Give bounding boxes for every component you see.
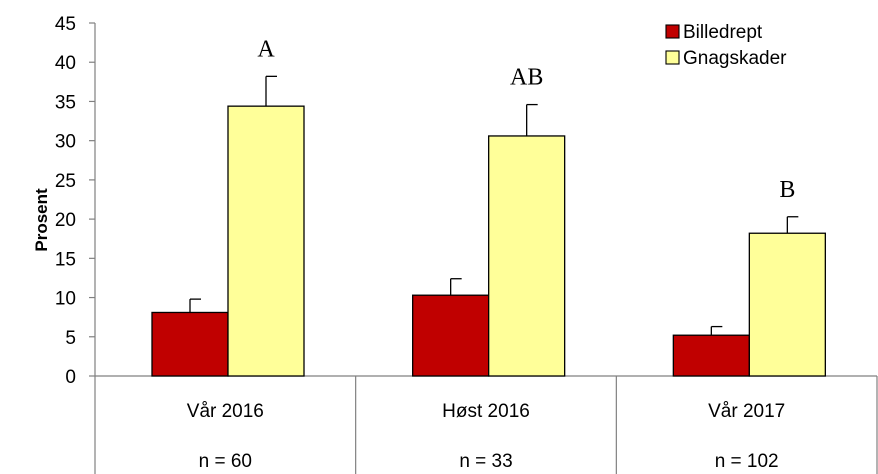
y-tick-label: 20	[55, 210, 76, 231]
sample-size-label: n = 102	[715, 451, 779, 472]
y-axis-label: Prosent	[32, 188, 51, 252]
sample-size-label: n = 33	[459, 451, 512, 472]
bar-gnagskader	[749, 233, 825, 376]
bar-gnagskader	[489, 136, 565, 376]
sample-size-label: n = 60	[199, 451, 252, 472]
y-tick-label: 5	[65, 328, 76, 349]
significance-letter: AB	[510, 65, 543, 91]
category-label: Høst 2016	[442, 401, 530, 422]
bar-billedrept	[673, 335, 749, 376]
bar-gnagskader	[228, 106, 304, 376]
bars	[152, 76, 825, 376]
legend-label: Billedrept	[683, 22, 763, 43]
category-label: Vår 2017	[708, 401, 785, 422]
y-tick-label: 35	[55, 92, 76, 113]
significance-letter: A	[257, 36, 275, 62]
legend-swatch	[666, 25, 679, 38]
category-labels: Vår 2016 n = 60 Høst 2016 n = 33 Vår 2017 n =…	[187, 401, 785, 472]
legend-label: Gnagskader	[683, 48, 787, 69]
y-tick-label: 15	[55, 249, 76, 270]
y-tick-label: 0	[65, 367, 76, 388]
category-label: Vår 2016	[187, 401, 264, 422]
significance-letter: B	[779, 177, 795, 203]
bar-billedrept	[413, 295, 489, 376]
y-ticks: 0 5 10 15 20 25 30 35 40 45	[55, 14, 95, 388]
bar-billedrept	[152, 312, 228, 376]
legend-swatch	[666, 51, 679, 64]
y-tick-label: 30	[55, 132, 76, 153]
y-tick-label: 10	[55, 289, 76, 310]
y-tick-label: 25	[55, 171, 76, 192]
y-tick-label: 40	[55, 53, 76, 74]
y-tick-label: 45	[55, 14, 76, 35]
legend: Billedrept Gnagskader	[666, 22, 787, 69]
